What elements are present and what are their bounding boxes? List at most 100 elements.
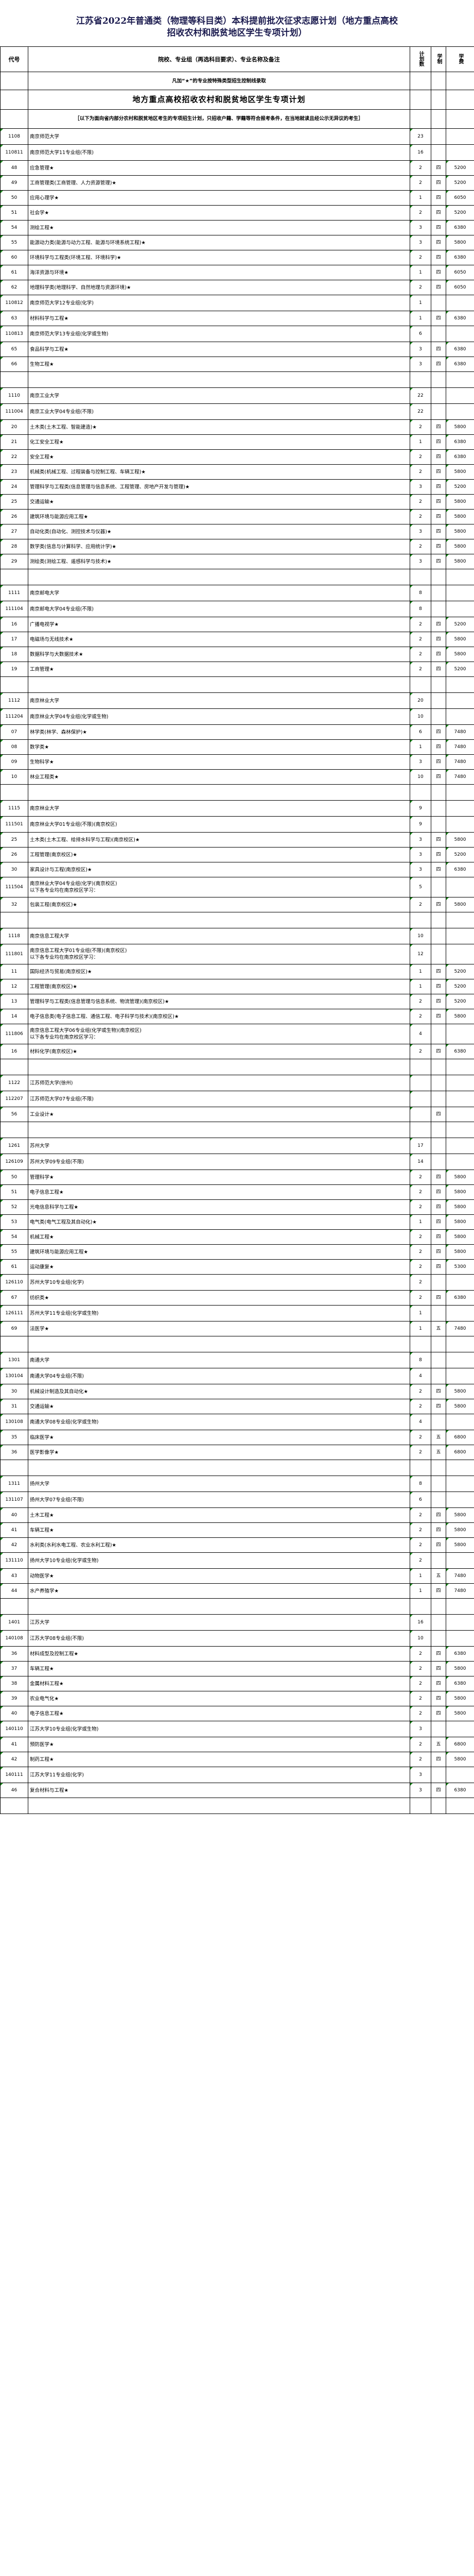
cell-plan-count: 3 [410,342,431,357]
cell-code: 23 [0,464,28,480]
cell-name-line2: 以下各专业均在南京校区学习： [30,888,99,893]
cell-name: 扬州大学10专业组(化学或生物) [28,1552,410,1569]
cell-code: 1122 [0,1075,28,1091]
cell-name [28,912,410,928]
table-row: 28 数学类(信息与计算科学、应用统计学)★ 2 四 5800 [0,539,474,554]
cell-name: 电磁场与无线技术★ [28,632,410,647]
cell-years [431,708,446,725]
cell-plan-count: 10 [410,1630,431,1647]
cell-name: 电子信息工程★ [28,1184,410,1200]
cell-years [431,1024,446,1044]
cell-fee: 5200 [446,479,474,495]
cell-plan-count: 2 [410,175,431,191]
cell-code: 24 [0,479,28,495]
cell-fee [446,784,474,801]
cell-fee [446,128,474,145]
cell-name: 材料化学(南京校区)★ [28,1044,410,1059]
cell-code: 1261 [0,1138,28,1154]
cell-years: 四 [431,280,446,295]
cell-plan-count [410,569,431,585]
cell-code: 36 [0,1646,28,1662]
cell-plan-count [410,676,431,693]
cell-code: 111204 [0,708,28,725]
cell-fee: 7480 [446,769,474,785]
school-row: 1118 南京信息工程大学 10 [0,928,474,944]
table-row: 10 林业工程类★ 10 四 7480 [0,769,474,785]
cell-name: 电子信息类(电子信息工程、通信工程、电子科学与技术)(南京校区)★ [28,1009,410,1024]
cell-code: 55 [0,1244,28,1260]
cell-years [431,1614,446,1631]
table-row: 16 材料化学(南京校区)★ 2 四 6380 [0,1044,474,1059]
cell-years [431,1460,446,1476]
cell-code: 111801 [0,944,28,964]
cell-plan-count [410,784,431,801]
cell-fee [446,371,474,388]
cell-name: 南京林业大学01专业组(不限)(南京校区) [28,816,410,833]
cell-name: 江苏大学 [28,1614,410,1631]
spacer-row [0,784,474,801]
cell-years: 四 [431,1537,446,1553]
cell-years [431,877,446,897]
cell-fee [446,800,474,817]
cell-fee: 5200 [446,175,474,191]
table-row: 22 安全工程★ 2 四 6380 [0,449,474,465]
cell-plan-count: 3 [410,479,431,495]
bracket-plan [410,109,431,129]
cell-code: 22 [0,449,28,465]
program-group-row: 140111 江苏大学11专业组(化学) 3 [0,1767,474,1783]
cell-fee [446,912,474,928]
cell-plan-count: 22 [410,403,431,420]
cell-plan-count: 2 [410,160,431,176]
cell-years: 四 [431,494,446,510]
table-row: 39 农业电气化★ 2 四 5800 [0,1691,474,1706]
cell-plan-count: 2 [410,1184,431,1200]
cell-plan-count: 1 [410,1568,431,1584]
cell-plan-count: 1 [410,434,431,450]
program-group-row: 111806 南京信息工程大学06专业组(化学或生物)(南京校区) 以下各专业均在南… [0,1024,474,1044]
cell-years: 四 [431,632,446,647]
cell-name: 光电信息科学与工程★ [28,1199,410,1215]
cell-code: 65 [0,342,28,357]
cell-code: 1311 [0,1476,28,1492]
notice-plan [410,72,431,90]
cell-fee: 5800 [446,1170,474,1185]
cell-code: 55 [0,235,28,250]
cell-name: 管理科学与工程类(信息管理与信息系统、物流管理)(南京校区)★ [28,994,410,1009]
table-row: 53 电气类(电气工程及其自动化)★ 1 四 5800 [0,1214,474,1230]
cell-fee: 5800 [446,832,474,848]
cell-name: 电子信息工程★ [28,1706,410,1721]
cell-name: 南京信息工程大学01专业组(不限)(南京校区) 以下各专业均在南京校区学习： [28,944,410,964]
table-row: 07 林学类(林学、森林保护)★ 6 四 7480 [0,724,474,740]
cell-fee [446,1138,474,1154]
cell-name: 苏州大学09专业组(不限) [28,1154,410,1170]
cell-code: 43 [0,1568,28,1584]
cell-code: 14 [0,1009,28,1024]
cell-years [431,1154,446,1170]
cell-fee: 5200 [446,847,474,862]
cell-plan-count: 1 [410,979,431,994]
cell-fee: 5800 [446,1184,474,1200]
table-row: 61 运动康复★ 2 四 5300 [0,1259,474,1275]
cell-plan-count: 3 [410,220,431,235]
cell-code [0,676,28,693]
cell-years [431,1059,446,1075]
cell-plan-count: 1 [410,964,431,979]
cell-code: 140110 [0,1721,28,1737]
cell-fee [446,944,474,964]
cell-code: 16 [0,1044,28,1059]
table-row: 43 动物医学★ 1 五 7480 [0,1568,474,1584]
spacer-row [0,1798,474,1814]
cell-plan-count: 9 [410,800,431,817]
cell-name: 土木工程★ [28,1507,410,1523]
cell-years: 四 [431,1583,446,1599]
cell-code: 21 [0,434,28,450]
cell-years [431,800,446,817]
cell-plan-count: 2 [410,647,431,662]
table-row: 14 电子信息类(电子信息工程、通信工程、电子科学与技术)(南京校区)★ 2 四 580… [0,1009,474,1024]
table-row: 51 社会学★ 2 四 5200 [0,205,474,221]
table-row: 25 土木类(土木工程、给排水科学与工程)(南京校区)★ 3 四 5800 [0,832,474,848]
cell-fee [446,1414,474,1430]
program-group-row: 111801 南京信息工程大学01专业组(不限)(南京校区) 以下各专业均在南京校区… [0,944,474,964]
program-group-row: 140108 江苏大学08专业组(不限) 10 [0,1630,474,1647]
cell-fee: 6050 [446,280,474,295]
